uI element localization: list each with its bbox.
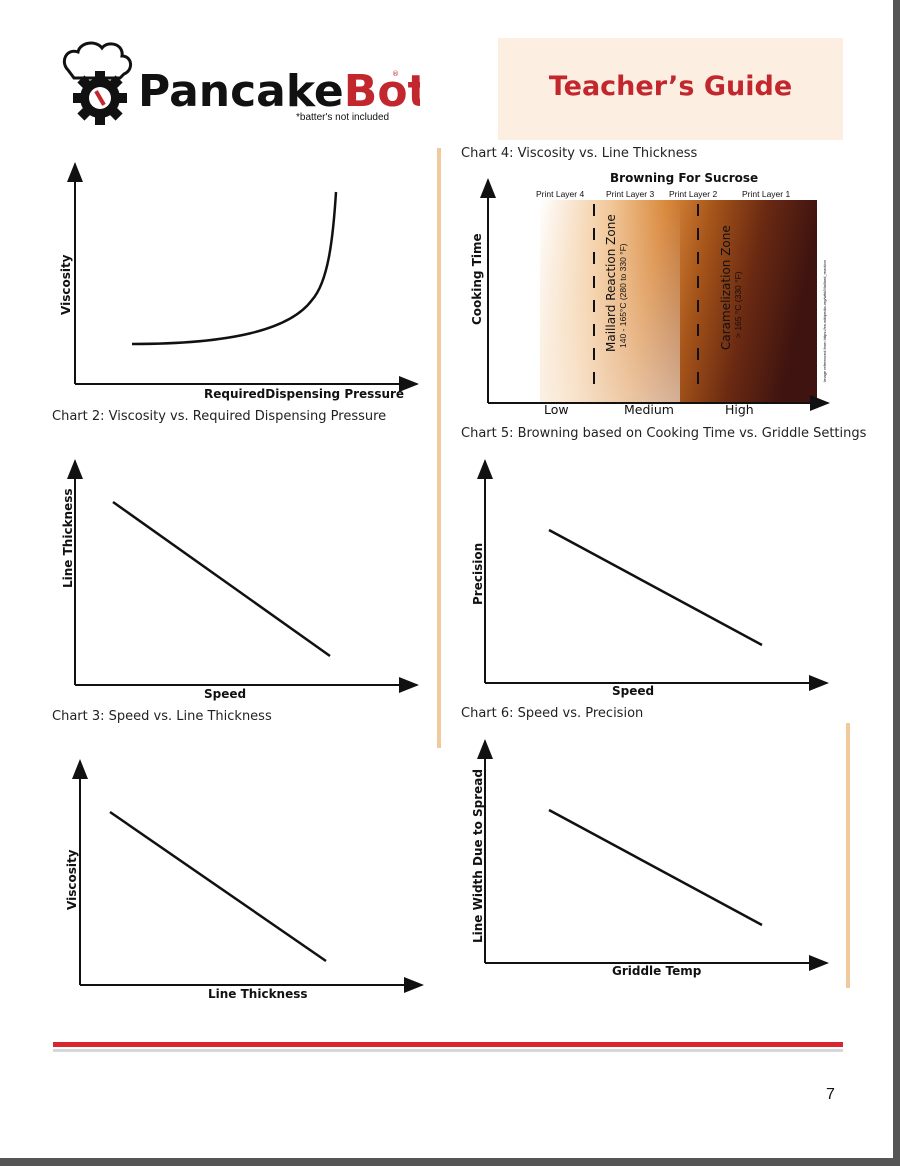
print-layer-3: Print Layer 3 — [606, 189, 654, 199]
brand-pancake: Pancake — [138, 66, 344, 117]
trend-line — [112, 500, 331, 658]
y-axis-label: Cooking Time — [470, 233, 484, 325]
maillard-zone-range: 140 - 165°C (280 to 330 °F) — [618, 243, 628, 348]
browning-title: Browning For Sucrose — [610, 171, 758, 185]
column-divider — [437, 148, 441, 748]
chart-caption: Chart 2: Viscosity vs. Required Dispensi… — [52, 409, 387, 424]
chart-caption: Chart 3: Speed vs. Line Thickness — [52, 709, 272, 724]
viewer-edge-bottom — [0, 1158, 900, 1166]
chef-gear-icon — [62, 41, 132, 125]
y-axis-label: Line Thickness — [61, 488, 75, 588]
trend-line — [109, 810, 327, 963]
trend-line — [548, 528, 763, 647]
chart-viscosity-pressure: Viscosity RequiredDispensing Pressure — [59, 162, 419, 401]
trend-line — [548, 808, 763, 927]
brand-bot: Bot — [344, 66, 420, 117]
footer-rule-grey — [53, 1049, 843, 1052]
teachers-guide-box: Teacher’s Guide — [498, 38, 843, 140]
x-axis-label: Speed — [204, 687, 246, 701]
chart-speed-precision: Precision Speed — [471, 459, 829, 698]
x-tick-high: High — [725, 402, 754, 417]
chart-speed-linethickness: Line Thickness Speed — [61, 459, 419, 701]
x-axis-label: Line Thickness — [208, 987, 308, 1001]
chart-browning-sucrose: Browning For Sucrose Print Layer 4 Print… — [470, 171, 830, 417]
chart-viscosity-linethickness: Viscosity Line Thickness — [65, 759, 424, 1001]
registered-mark: ® — [392, 70, 399, 78]
svg-text:PancakeBot: PancakeBot — [138, 66, 420, 117]
caramel-zone-label: Caramelization Zone — [719, 225, 733, 350]
x-axis-label: Griddle Temp — [612, 964, 702, 978]
pancakebot-logo: PancakeBot ® — [62, 41, 420, 125]
image-credit: Image referenced from https://en.wikiped… — [822, 260, 827, 382]
tagline: *batter's not included — [296, 112, 390, 123]
column-divider-lower — [846, 723, 850, 988]
y-axis-label: Line Width Due to Spread — [471, 769, 485, 943]
caramel-zone-range: > 165 °C (330 °F) — [733, 271, 743, 338]
x-axis-label: RequiredDispensing Pressure — [204, 387, 404, 401]
print-layer-1: Print Layer 1 — [742, 189, 790, 199]
maillard-zone-label: Maillard Reaction Zone — [604, 214, 618, 352]
chart-griddle-linewidth: Line Width Due to Spread Griddle Temp — [471, 739, 829, 978]
x-axis-label: Speed — [612, 684, 654, 698]
page-number: 7 — [826, 1086, 835, 1103]
guide-title: Teacher’s Guide — [548, 71, 793, 102]
chart-caption: Chart 5: Browning based on Cooking Time … — [461, 426, 867, 441]
y-axis-label: Viscosity — [59, 254, 73, 315]
y-axis-label: Viscosity — [65, 849, 79, 910]
footer-rule-red — [53, 1042, 843, 1047]
x-tick-medium: Medium — [624, 402, 674, 417]
print-layer-4: Print Layer 4 — [536, 189, 584, 199]
print-layer-2: Print Layer 2 — [669, 189, 717, 199]
x-tick-low: Low — [544, 402, 569, 417]
chart-caption: Chart 4: Viscosity vs. Line Thickness — [461, 146, 698, 161]
y-axis-label: Precision — [471, 543, 485, 605]
viewer-edge-right — [893, 0, 900, 1166]
exponential-curve — [131, 191, 338, 346]
browning-fade — [540, 200, 680, 403]
chart-caption: Chart 6: Speed vs. Precision — [461, 706, 644, 721]
